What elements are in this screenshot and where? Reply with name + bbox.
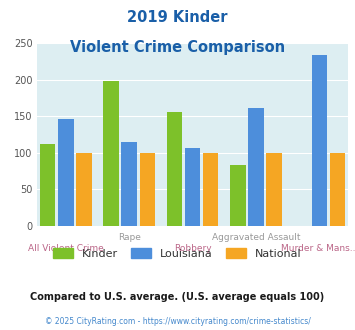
Text: © 2025 CityRating.com - https://www.cityrating.com/crime-statistics/: © 2025 CityRating.com - https://www.city… xyxy=(45,317,310,326)
Text: Compared to U.S. average. (U.S. average equals 100): Compared to U.S. average. (U.S. average … xyxy=(31,292,324,302)
Bar xyxy=(230,165,246,226)
Text: Violent Crime Comparison: Violent Crime Comparison xyxy=(70,40,285,54)
Text: All Violent Crime: All Violent Crime xyxy=(28,244,104,252)
Text: Rape: Rape xyxy=(118,233,141,242)
Bar xyxy=(40,144,55,226)
Text: Murder & Mans...: Murder & Mans... xyxy=(281,244,355,252)
Bar xyxy=(103,81,119,226)
Text: Aggravated Assault: Aggravated Assault xyxy=(212,233,300,242)
Bar xyxy=(140,153,155,226)
Text: 2019 Kinder: 2019 Kinder xyxy=(127,10,228,25)
Bar xyxy=(58,119,73,226)
Legend: Kinder, Louisiana, National: Kinder, Louisiana, National xyxy=(49,244,306,263)
Bar xyxy=(203,153,218,226)
Bar xyxy=(185,148,200,226)
Text: Robbery: Robbery xyxy=(174,244,211,252)
Bar xyxy=(76,153,92,226)
Bar xyxy=(121,142,137,226)
Bar xyxy=(330,153,345,226)
Bar xyxy=(266,153,282,226)
Bar xyxy=(167,113,182,226)
Bar xyxy=(248,108,264,226)
Bar xyxy=(312,55,327,226)
